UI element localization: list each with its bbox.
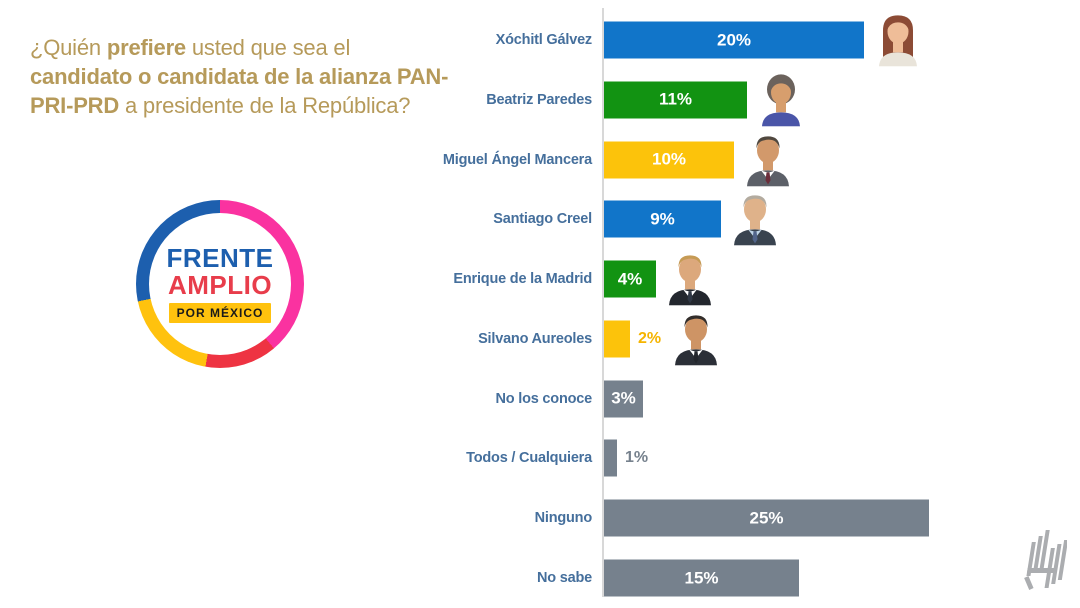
chart-row: Beatriz Paredes 11% — [0, 70, 1080, 130]
chart-row: Santiago Creel 9% — [0, 189, 1080, 249]
logo-text-frente: FRENTE — [166, 243, 274, 273]
candidate-photo — [729, 190, 781, 246]
value-label: 11% — [658, 89, 693, 109]
candidate-photo — [755, 70, 807, 127]
bar — [604, 439, 617, 477]
value-label: 10% — [651, 149, 687, 169]
category-label: Beatriz Paredes — [486, 91, 592, 108]
bar: 15% — [604, 559, 799, 597]
bar — [604, 320, 630, 358]
question-text-segment: ¿Quién — [30, 35, 107, 60]
bar: 9% — [604, 200, 721, 238]
chart-row: Todos / Cualquiera 1% — [0, 428, 1080, 488]
category-label: No sabe — [536, 570, 592, 587]
category-label: Santiago Creel — [493, 211, 592, 228]
chart-row: Enrique de la Madrid 4% — [0, 249, 1080, 309]
category-label: Miguel Ángel Mancera — [442, 151, 592, 168]
category-label: Silvano Aureoles — [478, 330, 592, 347]
category-label: Xóchitl Gálvez — [495, 32, 593, 48]
watermark-h-logo-icon — [1024, 530, 1067, 590]
category-label: Ninguno — [534, 510, 593, 527]
value-label: 20% — [716, 30, 752, 49]
candidate-photo — [742, 130, 794, 186]
question-text-segment: a presidente de la República? — [119, 93, 411, 118]
candidate-photo — [664, 249, 716, 306]
logo-inner-circle: FRENTE AMPLIO POR MÉXICO — [149, 213, 291, 355]
value-label: 3% — [611, 388, 636, 408]
question-text-segment: candidato o candidata de la alianza PAN- — [30, 64, 449, 89]
value-label: 25% — [749, 508, 784, 528]
bar: 11% — [604, 81, 747, 119]
frente-amplio-logo: FRENTE AMPLIO POR MÉXICO — [136, 200, 304, 368]
category-label: No los conoce — [495, 390, 593, 407]
bar: 3% — [604, 380, 643, 418]
value-label: 1% — [625, 449, 649, 467]
bar: 10% — [604, 141, 734, 179]
chart-row: Xóchitl Gálvez 20% — [0, 10, 1080, 70]
value-label: 15% — [684, 568, 719, 588]
chart-row: No sabe 15% — [0, 548, 1080, 608]
question-line: ¿Quién prefiere usted que sea el — [30, 33, 448, 62]
value-label: 2% — [638, 329, 662, 347]
value-label: 4% — [617, 269, 643, 289]
bar: 20% — [604, 21, 864, 59]
bar: 25% — [604, 499, 929, 537]
question-line: candidato o candidata de la alianza PAN- — [30, 62, 448, 91]
chart-row: Miguel Ángel Mancera 10% — [0, 130, 1080, 190]
chart-row: No los conoce 3% — [0, 369, 1080, 429]
chart-row: Silvano Aureoles 2% — [0, 309, 1080, 369]
value-label: 9% — [650, 209, 675, 229]
category-label: Enrique de la Madrid — [453, 271, 592, 288]
question-text-segment: PRI-PRD — [30, 93, 120, 118]
chart-row: Ninguno 25% — [0, 488, 1080, 548]
candidate-photo — [670, 309, 722, 366]
bar: 4% — [604, 260, 656, 298]
question-text-segment: usted que sea el — [185, 35, 351, 60]
poll-question: ¿Quién prefiere usted que sea el candidat… — [30, 33, 448, 120]
chart-axis-line — [602, 8, 604, 597]
question-line: PRI-PRD a presidente de la República? — [30, 91, 448, 120]
candidate-photo — [872, 10, 924, 67]
logo-banner: POR MÉXICO — [168, 303, 272, 323]
logo-text-amplio: AMPLIO — [167, 270, 273, 300]
category-label: Todos / Cualquiera — [466, 450, 592, 467]
question-text-segment: prefiere — [106, 35, 186, 60]
